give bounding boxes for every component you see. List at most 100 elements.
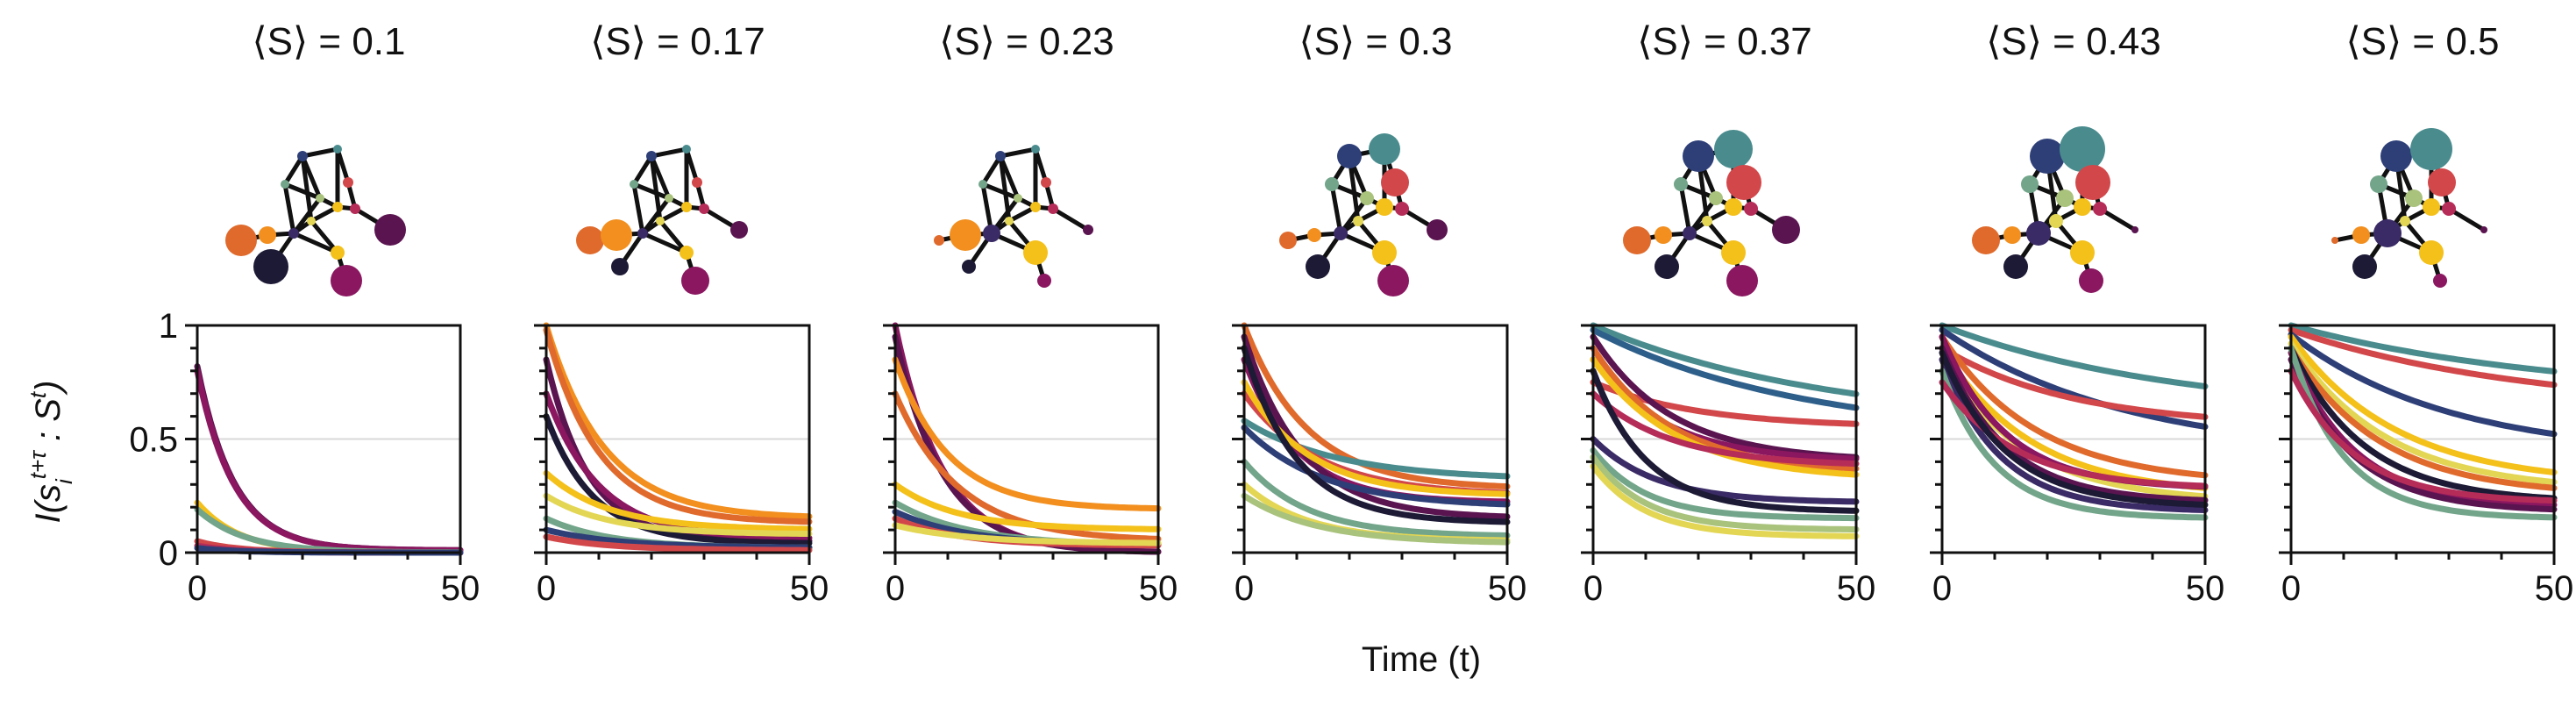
panel: 0 50 (534, 322, 829, 608)
series-line (543, 469, 813, 532)
network-node (281, 180, 289, 189)
series-line (1590, 447, 1860, 522)
network-node (1279, 232, 1297, 249)
panel: 0 50 (1232, 322, 1526, 608)
series-line (1241, 492, 1511, 546)
network-edge (641, 231, 688, 255)
network-node (2079, 268, 2103, 293)
network-node (2373, 219, 2402, 247)
network-edge (980, 154, 1003, 186)
network-node (646, 151, 657, 161)
network-node (995, 151, 1006, 161)
network-node (1041, 177, 1051, 188)
network-node (253, 249, 288, 284)
network-node (2074, 198, 2091, 216)
series-line (2288, 340, 2558, 486)
network-node (1334, 226, 1348, 240)
series-line (1590, 326, 1860, 411)
network-node (1674, 177, 1688, 191)
network-node (665, 194, 673, 203)
network-node (630, 180, 638, 189)
network-edge (631, 183, 645, 234)
network-node (1031, 145, 1040, 154)
x-tick-label: 50 (2186, 569, 2225, 608)
network-node (2021, 175, 2039, 193)
series-line (1939, 333, 2209, 479)
network-node (259, 226, 276, 244)
network-node (1726, 265, 1758, 296)
network-node (331, 246, 345, 260)
network-node (2370, 175, 2387, 193)
network-node (950, 219, 981, 251)
network-edge (1339, 196, 1369, 235)
svg-text:I(sit+τ : St): I(sit+τ : St) (25, 381, 77, 524)
network-node (307, 217, 316, 225)
network-node (2423, 198, 2440, 216)
series-line (892, 356, 1162, 512)
y-tick-label: 0 (159, 534, 178, 573)
network-node (1654, 226, 1672, 244)
network-edge (1329, 183, 1343, 234)
network-node (1369, 133, 1400, 165)
network-node (2030, 139, 2065, 174)
network-node (2442, 202, 2456, 216)
network-node (699, 204, 709, 214)
network-node (332, 202, 343, 212)
x-tick-label: 0 (886, 569, 905, 608)
series-line (2288, 331, 2558, 438)
y-axis-label: I(sit+τ : St) (25, 381, 77, 524)
series-line (2288, 368, 2558, 504)
network-node (730, 221, 748, 239)
network-graph (576, 145, 748, 295)
network-edge (300, 155, 314, 222)
panels: 0 50 0 0.5 1 0 50 0 50 0 50 0 50 0 50 0 50 (129, 307, 2573, 608)
network-node (343, 177, 353, 188)
network-node (1306, 254, 1330, 279)
network-edge (982, 182, 1019, 201)
network-edge (633, 182, 670, 201)
network-node (2400, 216, 2410, 226)
panel: 0 50 (1930, 322, 2225, 608)
network-node (1683, 226, 1697, 240)
series-line (1939, 322, 2209, 389)
network-node (2131, 226, 2138, 233)
network-node (2070, 240, 2095, 265)
y-tick-label: 1 (159, 307, 178, 346)
network-node (681, 202, 692, 212)
series-line (2288, 345, 2558, 502)
series-line (2288, 345, 2558, 491)
network-node (2428, 168, 2456, 196)
series-line (1939, 349, 2209, 508)
network-edge (1678, 183, 1692, 234)
network-edge (284, 182, 321, 201)
network-node (2419, 240, 2444, 265)
series-line (1590, 368, 1860, 514)
panel-title: ⟨S⟩ = 0.1 (253, 20, 406, 63)
series-line (1939, 345, 2209, 420)
network-node (2049, 214, 2063, 228)
network-graph (2331, 128, 2487, 288)
x-tick-label: 0 (188, 569, 207, 608)
network-node (1337, 144, 1362, 168)
series-line (892, 522, 1162, 546)
network-node (1972, 226, 2000, 254)
panel: 0 50 0 0.5 1 (129, 307, 480, 608)
network-graph (1279, 133, 1448, 296)
network-node (962, 260, 976, 274)
network-edge (631, 154, 654, 186)
series-line (1241, 333, 1511, 520)
network-node (576, 226, 604, 254)
network-diagrams (225, 126, 2487, 296)
series-line (1241, 458, 1511, 539)
network-node (680, 246, 694, 260)
network-edge (641, 196, 671, 235)
network-node (1725, 198, 1742, 216)
panel: 0 50 (1581, 322, 1875, 608)
network-node (2093, 202, 2107, 216)
series-line (1590, 453, 1860, 532)
network-node (1744, 202, 1758, 216)
network-edge (1000, 146, 1036, 159)
network-node (1037, 274, 1051, 288)
x-tick-label: 50 (1139, 569, 1178, 608)
network-node (692, 177, 702, 188)
